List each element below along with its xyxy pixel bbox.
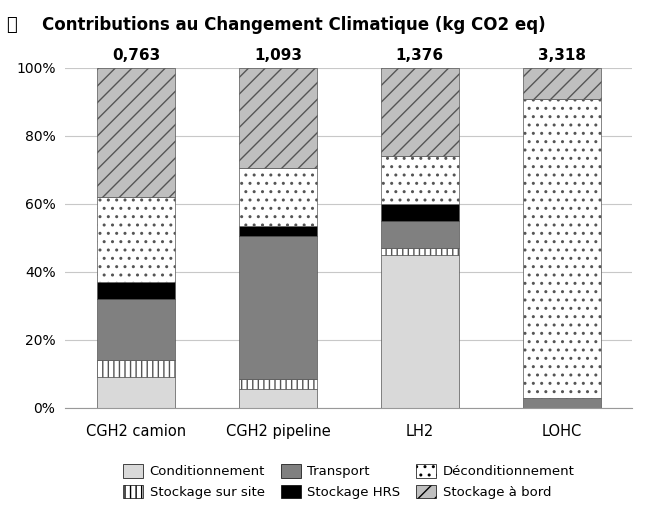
Bar xyxy=(381,156,459,204)
Bar xyxy=(239,168,317,226)
Legend: Conditionnement, Stockage sur site, Transport, Stockage HRS, Déconditionnement, : Conditionnement, Stockage sur site, Tran… xyxy=(118,459,580,504)
Bar xyxy=(381,68,459,156)
Bar xyxy=(381,221,459,248)
Text: 3,318: 3,318 xyxy=(537,48,585,63)
Bar xyxy=(97,197,175,282)
Bar xyxy=(97,299,175,360)
Bar xyxy=(97,378,175,408)
Bar xyxy=(97,68,175,197)
Bar xyxy=(522,68,600,99)
Bar xyxy=(97,360,175,378)
Bar xyxy=(239,226,317,236)
Bar xyxy=(522,398,600,408)
Bar xyxy=(239,236,317,379)
Text: 1,376: 1,376 xyxy=(396,48,444,63)
Text: 1,093: 1,093 xyxy=(254,48,302,63)
Bar xyxy=(381,204,459,221)
Text: Contributions au Changement Climatique (kg CO2 eq): Contributions au Changement Climatique (… xyxy=(42,16,546,33)
Bar xyxy=(239,379,317,389)
Bar xyxy=(239,389,317,408)
Bar xyxy=(381,248,459,255)
Bar xyxy=(239,68,317,168)
Text: 0,763: 0,763 xyxy=(112,48,160,63)
Text: 🔍: 🔍 xyxy=(7,16,17,33)
Bar xyxy=(381,255,459,408)
Bar xyxy=(97,282,175,299)
Bar xyxy=(522,99,600,398)
